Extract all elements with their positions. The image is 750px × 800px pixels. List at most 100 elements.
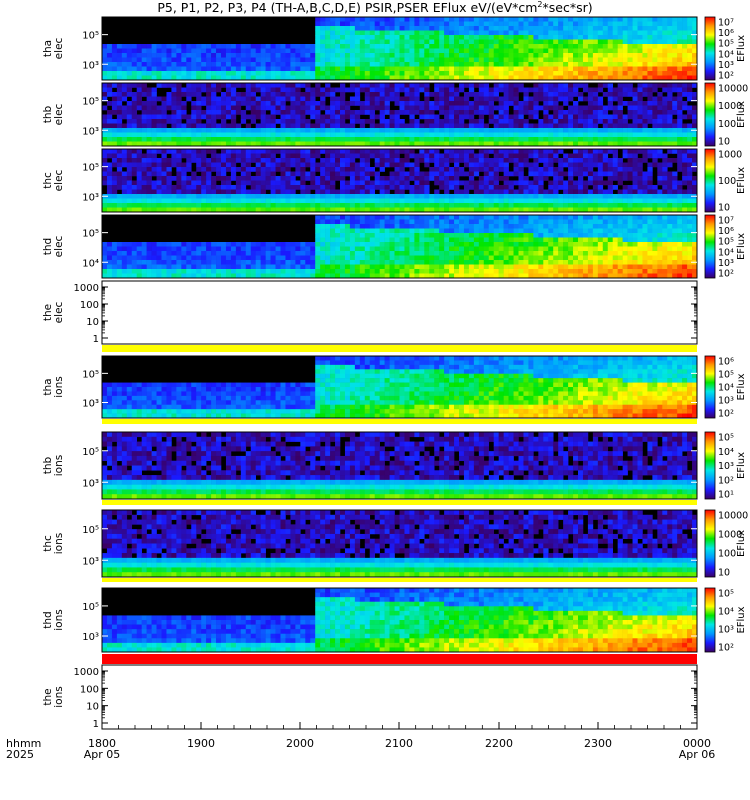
colorbar-tick-label: 10³: [718, 258, 734, 269]
time-axis: 1800 1900 2000 2100 2200 2300 0000 Apr 05 Apr 06…: [6, 722, 715, 761]
y-tick-label: 1: [93, 334, 99, 345]
y-tick-label: 10³: [82, 632, 99, 643]
time-axis-left-label: 2025: [6, 748, 34, 761]
y-tick-label: 10⁵: [82, 525, 99, 536]
y-tick-label: 10³: [82, 192, 99, 203]
y-tick-label: 10⁴: [82, 258, 99, 269]
time-axis-left-label: hhmm: [6, 737, 41, 750]
x-tick-label: 1800: [88, 737, 116, 750]
x-tick-label: 2200: [485, 737, 513, 750]
y-axis-label: ions: [53, 533, 65, 554]
y-axis-label: thd: [42, 238, 54, 255]
panel-thc-ions: 10⁵ 10³ thc ions 10000 1000 100 10 EFlux: [42, 509, 748, 582]
panel-plot-area: [102, 665, 697, 729]
colorbar-label: EFlux: [736, 233, 747, 260]
y-tick-label: 10³: [82, 60, 99, 71]
panel-border: [101, 587, 698, 653]
plot-title: P5, P1, P2, P3, P4 (TH-A,B,C,D,E) PSIR,P…: [0, 0, 750, 15]
colorbar-tick-label: 10³: [718, 625, 734, 636]
colorbar-tick-label: 10⁶: [718, 226, 734, 237]
y-axis-label: thb: [42, 456, 54, 474]
panel-plot-area: [102, 281, 697, 344]
y-tick-label: 10⁵: [82, 229, 99, 240]
data-quality-band: [102, 345, 697, 352]
y-tick-label: 10: [86, 317, 99, 328]
colorbar-label: EFlux: [736, 35, 747, 62]
y-tick-label: 10: [86, 702, 99, 713]
plot-title-superscript: 2: [537, 0, 543, 9]
colorbar-tick-label: 10³: [718, 396, 734, 407]
y-axis-label: the: [42, 688, 54, 705]
y-axis-label: ions: [53, 609, 65, 630]
colorbar-tick-label: 10: [718, 137, 730, 148]
panel-border: [101, 509, 698, 578]
panel-border: [101, 431, 698, 500]
colorbar-tick-label: 10⁷: [718, 18, 734, 29]
data-quality-band: [102, 419, 697, 424]
panel-border: [101, 355, 698, 419]
colorbar-tick-label: 10⁵: [718, 589, 734, 600]
y-tick-label: 10³: [82, 126, 99, 137]
colorbar-tick-label: 10⁵: [718, 39, 734, 50]
y-axis-label: elec: [53, 103, 65, 125]
colorbar: [704, 148, 716, 213]
x-date-label: Apr 05: [84, 748, 121, 761]
colorbar-tick-label: 10³: [718, 60, 734, 71]
panel-thc-elec: 10⁵ 10³ thc elec 1000 100 10 EFlux: [42, 148, 747, 214]
colorbar-label: EFlux: [736, 101, 747, 128]
colorbar-tick-label: 10000: [718, 84, 748, 95]
colorbar-tick-label: 10⁴: [718, 247, 734, 258]
y-axis-label: ions: [53, 376, 65, 397]
colorbar: [704, 82, 716, 147]
colorbar-tick-label: 1000: [718, 101, 742, 112]
y-tick-label: 10⁵: [82, 97, 99, 108]
data-quality-band: [102, 654, 697, 664]
colorbar-tick-label: 10⁴: [718, 49, 734, 60]
y-axis-label: thc: [42, 535, 54, 552]
colorbar-tick-label: 10: [718, 568, 730, 579]
data-quality-band: [102, 578, 697, 582]
panel-border: [101, 214, 698, 279]
colorbar-tick-label: 10²: [718, 643, 734, 654]
colorbar-tick-label: 10⁵: [718, 237, 734, 248]
x-tick-label: 1900: [187, 737, 215, 750]
panel-thb-elec: 10⁵ 10³ thb elec 10000 1000 100 10 EFlux: [42, 82, 748, 148]
y-tick-label: 100: [80, 300, 99, 311]
colorbar-tick-label: 10⁵: [718, 370, 734, 381]
panel-the-elec: 1000 100 10 1 the elec: [42, 280, 698, 352]
y-tick-label: 10⁵: [82, 369, 99, 380]
colorbar-label: EFlux: [736, 606, 747, 633]
colorbar-tick-label: 10⁶: [718, 357, 734, 368]
colorbar: [704, 509, 716, 578]
colorbar-tick-label: 10²: [718, 475, 734, 486]
colorbar: [704, 431, 716, 500]
y-axis-label: tha: [42, 378, 54, 395]
y-axis-label: the: [42, 304, 54, 321]
colorbar: [704, 16, 716, 81]
y-axis-label: ions: [53, 455, 65, 476]
colorbar-label: EFlux: [736, 452, 747, 479]
colorbar-tick-label: 100: [718, 119, 736, 130]
colorbar-tick-label: 100: [718, 549, 736, 560]
colorbar-tick-label: 1000: [718, 530, 742, 541]
y-axis-label: tha: [42, 40, 54, 57]
colorbar-tick-label: 10⁶: [718, 28, 734, 39]
x-tick-label: 2300: [584, 737, 612, 750]
x-date-label: Apr 06: [679, 748, 716, 761]
colorbar-tick-label: 10²: [718, 409, 734, 420]
colorbar-tick-label: 10: [718, 203, 730, 214]
colorbar: [704, 214, 716, 279]
colorbar-tick-label: 10⁴: [718, 383, 734, 394]
colorbar-tick-label: 10¹: [718, 490, 734, 501]
colorbar-tick-label: 10³: [718, 461, 734, 472]
panel-border: [101, 82, 698, 147]
colorbar-label: EFlux: [736, 167, 747, 194]
colorbar-tick-label: 1000: [718, 150, 742, 161]
y-tick-label: 100: [80, 684, 99, 695]
plot-title-tail: *sec*sr): [542, 0, 593, 15]
colorbar-tick-label: 10⁴: [718, 447, 734, 458]
y-axis-label: elec: [53, 235, 65, 257]
